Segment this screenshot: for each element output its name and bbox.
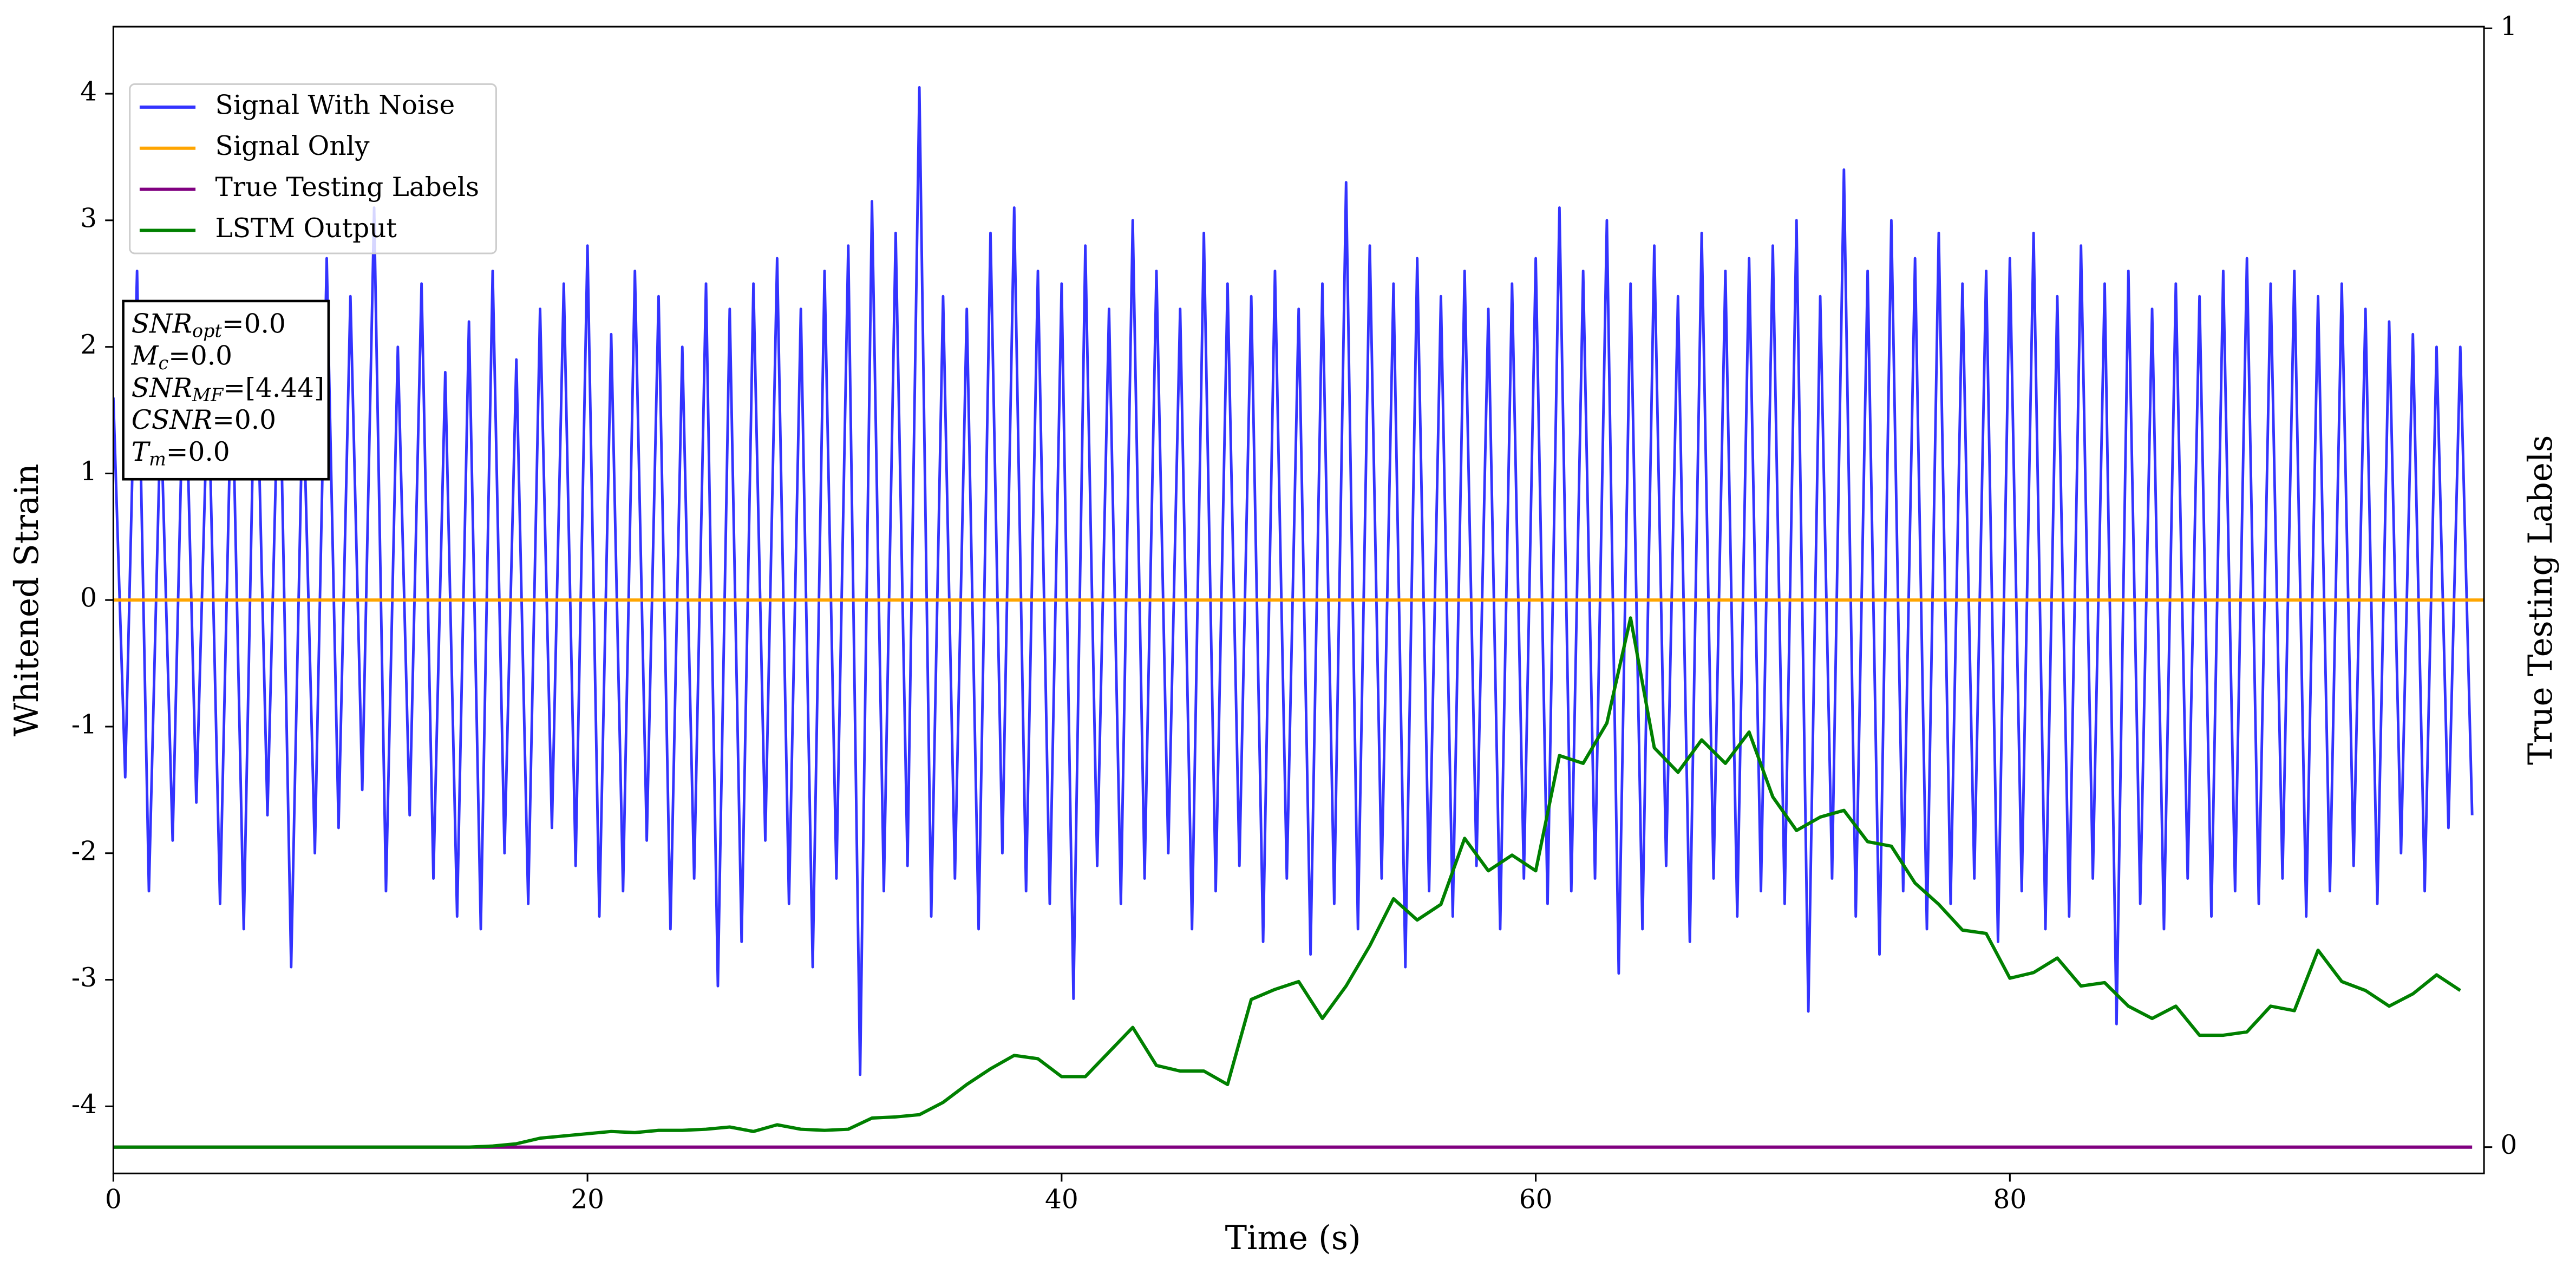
- annotation-value: =0.0: [222, 309, 286, 339]
- x-tick-label: 80: [1993, 1184, 2026, 1214]
- x-tick-label: 60: [1519, 1184, 1553, 1214]
- x-tick-label: 20: [571, 1184, 604, 1214]
- y-tick-label: 1: [80, 456, 97, 487]
- x-tick-label: 0: [105, 1184, 122, 1214]
- y2-axis-label: True Testing Labels: [2522, 435, 2560, 765]
- x-tick-label: 40: [1045, 1184, 1078, 1214]
- annotation-symbol: CSNR: [132, 404, 212, 435]
- series-line: [113, 86, 2474, 1076]
- annotation-line: CSNR=0.0: [132, 404, 276, 435]
- y2-tick-label: 0: [2500, 1130, 2517, 1160]
- y-tick-label: 0: [80, 583, 97, 613]
- annotation-value: =0.0: [166, 437, 230, 467]
- y-tick-label: 4: [80, 77, 97, 107]
- annotation-value: =0.0: [212, 404, 276, 435]
- annotation-symbol: SNR: [132, 373, 192, 403]
- y-tick-label: -4: [71, 1089, 97, 1120]
- annotation-value: =[4.44]: [223, 373, 324, 403]
- annotation-subscript: MF: [192, 384, 224, 406]
- annotation-symbol: SNR: [132, 309, 192, 339]
- annotation-box: [122, 299, 330, 481]
- y-tick-label: 2: [80, 330, 97, 360]
- y-tick-label: -2: [71, 836, 97, 866]
- annotation-line: Mc=0.0: [131, 341, 232, 374]
- y2-tick-label: 1: [2500, 11, 2517, 42]
- annotation-subscript: c: [158, 352, 168, 374]
- legend-label: LSTM Output: [215, 213, 397, 244]
- series-line: [113, 616, 2461, 1149]
- y-tick-label: 3: [80, 203, 97, 233]
- plot-area: [113, 86, 2485, 1149]
- y-tick-label: -1: [71, 710, 97, 740]
- y-tick-label: -3: [71, 963, 97, 993]
- annotation-line: SNRMF=[4.44]: [132, 373, 324, 406]
- annotation-subscript: opt: [192, 321, 222, 342]
- legend-label: Signal Only: [215, 131, 370, 161]
- legend-box: [129, 83, 497, 254]
- annotation-subscript: m: [149, 448, 166, 469]
- annotation-line: SNRopt=0.0: [132, 309, 286, 342]
- annotation-symbol: M: [131, 341, 159, 371]
- annotation-symbol: T: [132, 437, 151, 467]
- x-axis-label: Time (s): [1225, 1219, 1361, 1257]
- annotation-line: Tm=0.0: [132, 437, 230, 470]
- annotation-value: =0.0: [168, 341, 232, 371]
- y-axis-label: Whitened Strain: [8, 463, 46, 736]
- legend-label: Signal With Noise: [215, 90, 455, 120]
- legend-label: True Testing Labels: [215, 172, 480, 202]
